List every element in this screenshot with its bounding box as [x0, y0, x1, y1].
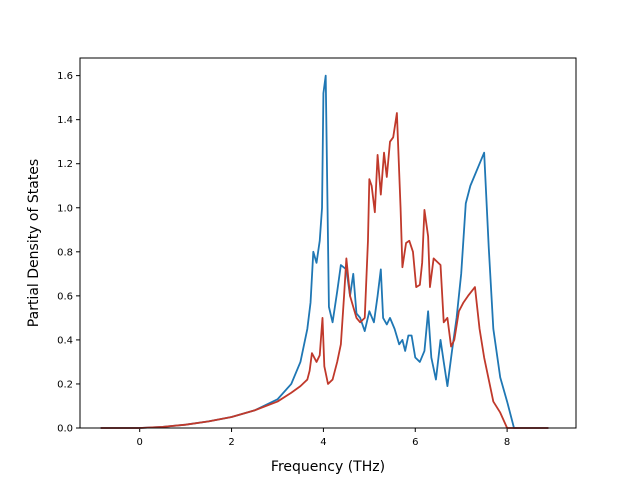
y-tick-label: 1.2	[57, 159, 73, 170]
x-tick-label: 0	[137, 437, 143, 448]
y-tick-label: 0.0	[57, 424, 73, 435]
y-tick-label: 0.2	[57, 379, 73, 390]
series-line-2	[100, 112, 549, 429]
y-tick-label: 1.4	[57, 115, 73, 126]
x-tick-label: 6	[412, 437, 418, 448]
y-tick-label: 0.6	[57, 291, 73, 302]
series-layer	[100, 74, 549, 429]
series-line-1	[100, 74, 549, 429]
y-axis-title: Partial Density of States	[26, 159, 42, 327]
y-tick-label: 1.0	[57, 203, 73, 214]
y-tick-label: 1.6	[57, 71, 73, 82]
plot-frame	[79, 57, 577, 429]
x-axis-title: Frequency (THz)	[271, 459, 385, 475]
ticks-layer: 0 2 4 6 8 0.0 0.2 0.4 0.6 0.8 1.0 1.2 1.4 1.6	[57, 71, 510, 448]
y-tick-label: 0.4	[57, 335, 73, 346]
x-tick-label: 4	[320, 437, 326, 448]
x-tick-label: 2	[228, 437, 234, 448]
y-tick-label: 0.8	[57, 247, 73, 258]
x-tick-label: 8	[504, 437, 510, 448]
